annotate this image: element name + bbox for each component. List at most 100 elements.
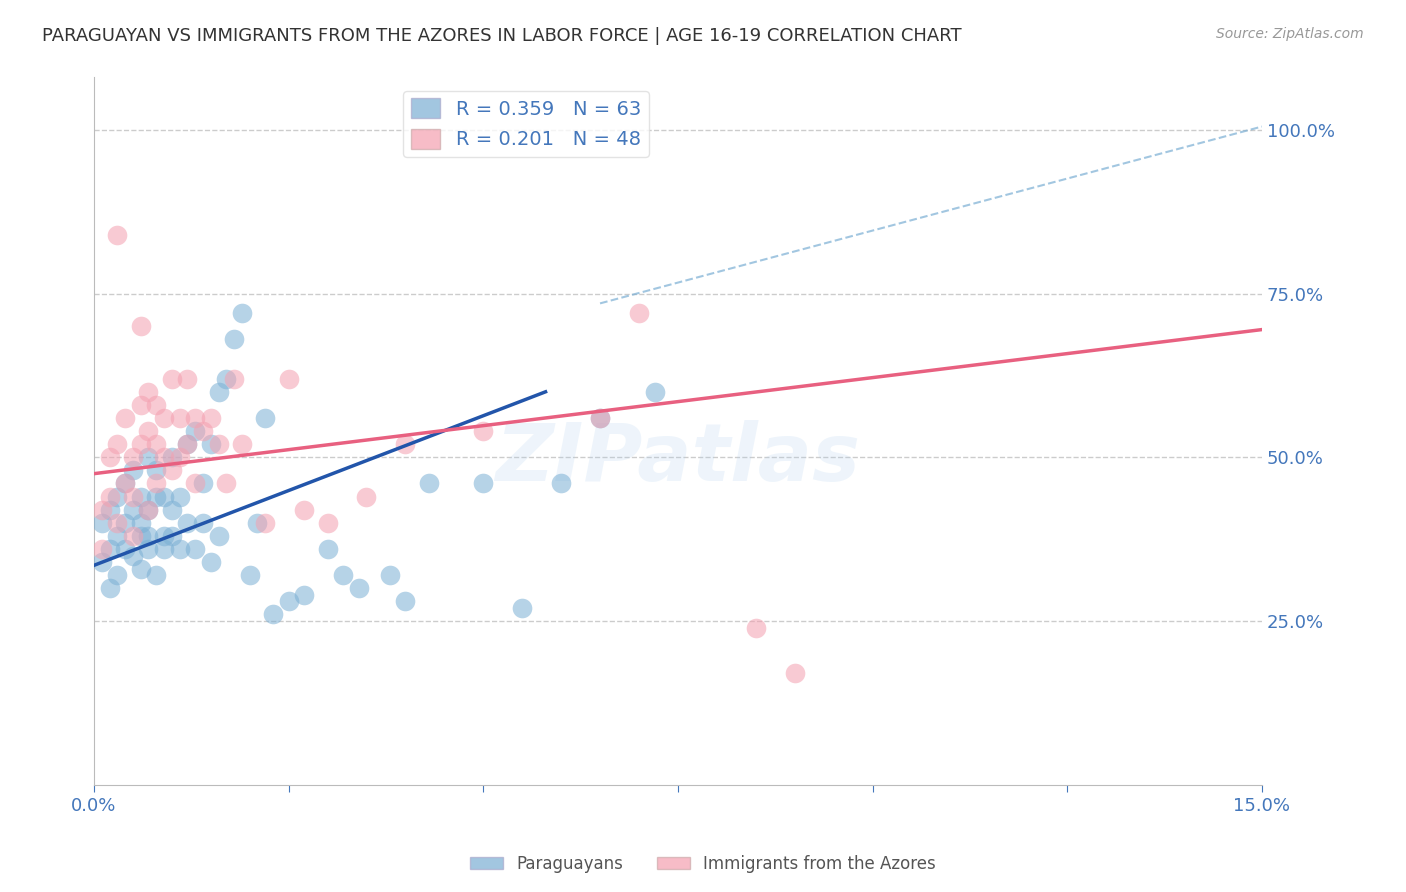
- Point: [347, 582, 370, 596]
- Point: [627, 306, 650, 320]
- Point: [138, 502, 160, 516]
- Point: [184, 541, 207, 556]
- Point: [160, 529, 183, 543]
- Point: [215, 476, 238, 491]
- Point: [160, 502, 183, 516]
- Legend: Paraguayans, Immigrants from the Azores: Paraguayans, Immigrants from the Azores: [463, 848, 943, 880]
- Point: [254, 516, 277, 530]
- Point: [153, 450, 176, 465]
- Point: [138, 450, 160, 465]
- Point: [138, 541, 160, 556]
- Point: [745, 621, 768, 635]
- Point: [191, 424, 214, 438]
- Point: [98, 582, 121, 596]
- Point: [200, 437, 222, 451]
- Point: [169, 541, 191, 556]
- Point: [160, 372, 183, 386]
- Point: [153, 490, 176, 504]
- Point: [145, 490, 167, 504]
- Point: [589, 411, 612, 425]
- Point: [121, 463, 143, 477]
- Point: [138, 502, 160, 516]
- Point: [550, 476, 572, 491]
- Point: [105, 490, 128, 504]
- Point: [378, 568, 401, 582]
- Point: [145, 437, 167, 451]
- Point: [207, 384, 229, 399]
- Point: [316, 541, 339, 556]
- Point: [239, 568, 262, 582]
- Point: [184, 476, 207, 491]
- Point: [262, 607, 284, 622]
- Point: [153, 411, 176, 425]
- Point: [129, 398, 152, 412]
- Point: [207, 529, 229, 543]
- Point: [292, 588, 315, 602]
- Point: [510, 601, 533, 615]
- Point: [184, 411, 207, 425]
- Point: [176, 437, 198, 451]
- Point: [145, 476, 167, 491]
- Point: [160, 463, 183, 477]
- Point: [184, 424, 207, 438]
- Point: [277, 372, 299, 386]
- Point: [394, 437, 416, 451]
- Point: [114, 541, 136, 556]
- Point: [292, 502, 315, 516]
- Point: [105, 516, 128, 530]
- Point: [98, 541, 121, 556]
- Point: [169, 490, 191, 504]
- Point: [121, 502, 143, 516]
- Point: [176, 516, 198, 530]
- Point: [153, 529, 176, 543]
- Point: [394, 594, 416, 608]
- Point: [138, 529, 160, 543]
- Point: [589, 411, 612, 425]
- Point: [246, 516, 269, 530]
- Point: [98, 502, 121, 516]
- Point: [105, 529, 128, 543]
- Point: [418, 476, 440, 491]
- Point: [129, 490, 152, 504]
- Legend: R = 0.359   N = 63, R = 0.201   N = 48: R = 0.359 N = 63, R = 0.201 N = 48: [404, 91, 648, 157]
- Point: [98, 450, 121, 465]
- Point: [277, 594, 299, 608]
- Point: [231, 306, 253, 320]
- Point: [332, 568, 354, 582]
- Point: [231, 437, 253, 451]
- Point: [114, 411, 136, 425]
- Point: [200, 411, 222, 425]
- Point: [191, 476, 214, 491]
- Point: [215, 372, 238, 386]
- Text: Source: ZipAtlas.com: Source: ZipAtlas.com: [1216, 27, 1364, 41]
- Point: [90, 555, 112, 569]
- Point: [129, 561, 152, 575]
- Point: [472, 476, 495, 491]
- Text: ZIPatlas: ZIPatlas: [495, 420, 860, 499]
- Point: [644, 384, 666, 399]
- Point: [129, 516, 152, 530]
- Point: [222, 372, 245, 386]
- Point: [138, 424, 160, 438]
- Point: [105, 227, 128, 242]
- Point: [169, 411, 191, 425]
- Point: [145, 398, 167, 412]
- Point: [121, 549, 143, 563]
- Point: [145, 463, 167, 477]
- Point: [472, 424, 495, 438]
- Point: [153, 541, 176, 556]
- Point: [129, 319, 152, 334]
- Point: [105, 437, 128, 451]
- Point: [114, 476, 136, 491]
- Point: [169, 450, 191, 465]
- Point: [200, 555, 222, 569]
- Point: [114, 476, 136, 491]
- Text: PARAGUAYAN VS IMMIGRANTS FROM THE AZORES IN LABOR FORCE | AGE 16-19 CORRELATION : PARAGUAYAN VS IMMIGRANTS FROM THE AZORES…: [42, 27, 962, 45]
- Point: [176, 437, 198, 451]
- Point: [783, 666, 806, 681]
- Point: [254, 411, 277, 425]
- Point: [90, 502, 112, 516]
- Point: [129, 529, 152, 543]
- Point: [90, 541, 112, 556]
- Point: [222, 333, 245, 347]
